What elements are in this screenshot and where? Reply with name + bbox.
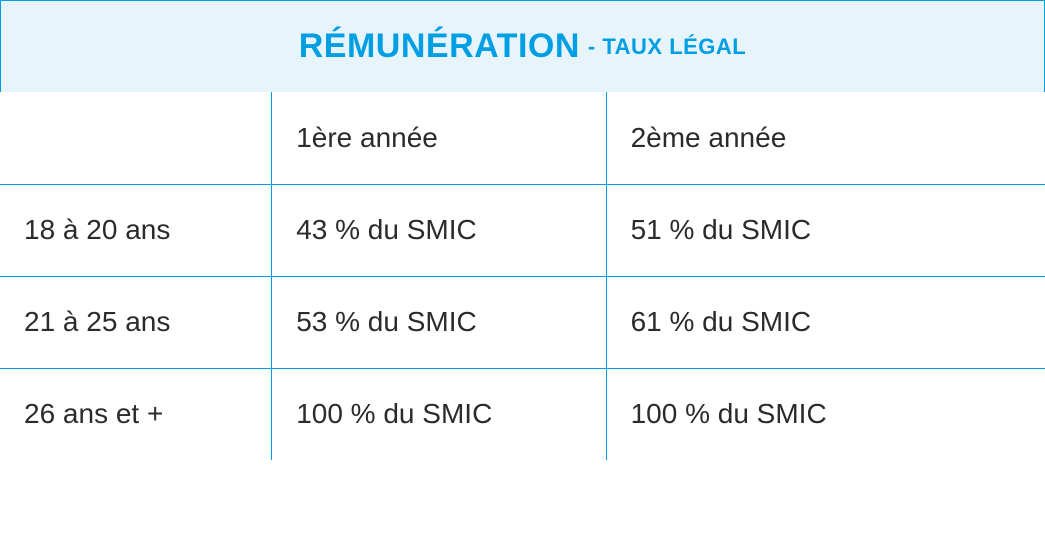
table-row: 26 ans et + 100 % du SMIC 100 % du SMIC — [0, 368, 1045, 460]
cell-age: 26 ans et + — [0, 368, 272, 460]
cell-year2: 51 % du SMIC — [606, 184, 1045, 276]
cell-year2: 100 % du SMIC — [606, 368, 1045, 460]
column-header-year1: 1ère année — [272, 92, 606, 184]
remuneration-table-container: RÉMUNÉRATION - TAUX LÉGAL 1ère année 2èm… — [0, 0, 1045, 460]
column-header-year2: 2ème année — [606, 92, 1045, 184]
cell-age: 21 à 25 ans — [0, 276, 272, 368]
cell-year1: 53 % du SMIC — [272, 276, 606, 368]
table-row: 18 à 20 ans 43 % du SMIC 51 % du SMIC — [0, 184, 1045, 276]
table-title-sub: - TAUX LÉGAL — [588, 34, 746, 60]
table-title-bar: RÉMUNÉRATION - TAUX LÉGAL — [0, 0, 1045, 92]
table-row: 21 à 25 ans 53 % du SMIC 61 % du SMIC — [0, 276, 1045, 368]
cell-age: 18 à 20 ans — [0, 184, 272, 276]
remuneration-table: 1ère année 2ème année 18 à 20 ans 43 % d… — [0, 92, 1045, 460]
cell-year1: 100 % du SMIC — [272, 368, 606, 460]
table-title-main: RÉMUNÉRATION — [299, 27, 580, 66]
cell-year1: 43 % du SMIC — [272, 184, 606, 276]
column-header-age — [0, 92, 272, 184]
cell-year2: 61 % du SMIC — [606, 276, 1045, 368]
